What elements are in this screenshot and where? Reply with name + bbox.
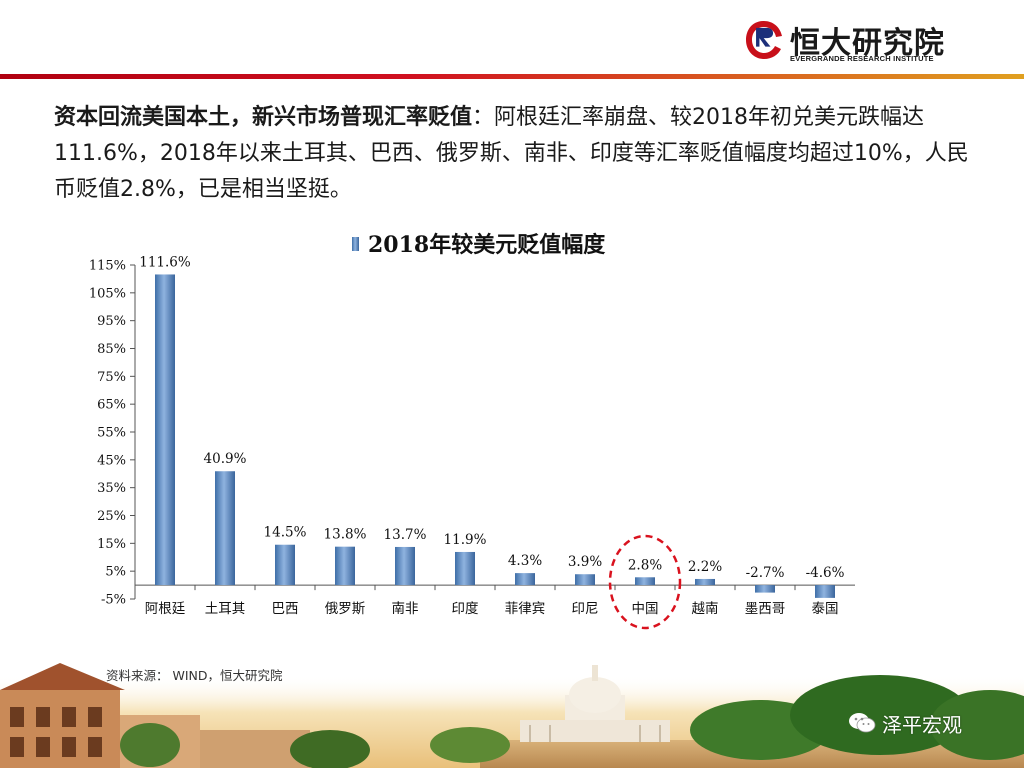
- bar-chart: -5% 5% 15% 25% 35% 45% 55% 65% 75% 85% 95% 105% 115%…: [89, 232, 855, 630]
- footer-scenery: [0, 663, 1024, 768]
- bar: [455, 551, 475, 586]
- data-label: 13.7%: [384, 527, 427, 543]
- bar: [275, 544, 295, 586]
- trees-illustration: [430, 675, 1024, 763]
- data-label: 2.2%: [688, 559, 722, 575]
- data-label: 11.9%: [444, 532, 487, 548]
- bar: [215, 471, 235, 586]
- headline-body: ：阿根廷汇率崩盘、较2018年初兑美元跌幅达111.6%，2018年以来土耳其、…: [54, 105, 969, 202]
- bar: [695, 578, 715, 586]
- capitol-illustration: [520, 665, 670, 742]
- header-divider: [0, 74, 1024, 79]
- category-label: 阿根廷: [145, 601, 186, 617]
- watermark: 泽平宏观: [848, 708, 962, 738]
- category-label: 越南: [692, 601, 719, 617]
- y-tick-label: 105%: [89, 286, 126, 301]
- data-label: 13.8%: [324, 527, 367, 543]
- evergrande-logo-icon: [746, 21, 782, 59]
- y-tick-label: -5%: [101, 593, 126, 608]
- data-label: 3.9%: [568, 554, 602, 570]
- villa-illustration: [0, 663, 370, 768]
- y-tick-label: 95%: [97, 314, 126, 329]
- data-label: 2.8%: [628, 557, 662, 573]
- source-note: 资料来源： WIND，恒大研究院: [106, 668, 283, 683]
- legend-swatch: [352, 237, 359, 251]
- category-label: 菲律宾: [505, 601, 546, 617]
- legend-label: 2018年较美元贬值幅度: [368, 232, 606, 258]
- y-tick-label: 25%: [97, 509, 126, 524]
- bar: [155, 274, 175, 586]
- category-label: 泰国: [812, 601, 839, 617]
- logo-subtitle: EVERGRANDE RESEARCH INSTITUTE: [790, 54, 934, 63]
- wechat-icon: [849, 713, 876, 733]
- bar: [515, 573, 535, 586]
- data-label: -2.7%: [746, 565, 785, 581]
- category-label: 土耳其: [205, 601, 246, 617]
- headline-bold: 资本回流美国本土，新兴市场普现汇率贬值: [54, 105, 473, 130]
- bar: [815, 585, 835, 598]
- category-label: 俄罗斯: [325, 601, 366, 617]
- highlight-circle: [608, 534, 682, 630]
- bar: [335, 546, 355, 586]
- y-tick-label: 5%: [105, 565, 126, 580]
- category-label: 巴西: [272, 601, 299, 617]
- data-label: 14.5%: [264, 525, 307, 541]
- data-label: 40.9%: [204, 451, 247, 467]
- data-label: -4.6%: [806, 565, 845, 581]
- data-label: 111.6%: [139, 254, 191, 270]
- y-tick-label: 45%: [97, 453, 126, 468]
- category-label: 南非: [392, 601, 419, 617]
- data-label: 4.3%: [508, 553, 542, 569]
- bar: [395, 546, 415, 586]
- y-tick-label: 115%: [89, 259, 126, 274]
- y-tick-label: 55%: [97, 426, 126, 441]
- category-label: 印度: [452, 601, 479, 617]
- watermark-text: 泽平宏观: [882, 712, 962, 737]
- y-tick-label: 75%: [97, 370, 126, 385]
- brand-logo: 恒大研究院 EVERGRANDE RESEARCH INSTITUTE: [742, 16, 945, 68]
- bar: [575, 574, 595, 586]
- y-tick-label: 65%: [97, 398, 126, 413]
- headline: 资本回流美国本土，新兴市场普现汇率贬值：阿根廷汇率崩盘、较2018年初兑美元跌幅…: [54, 100, 984, 208]
- category-label: 中国: [632, 601, 659, 617]
- y-tick-label: 15%: [97, 537, 126, 552]
- y-tick-label: 35%: [97, 481, 126, 496]
- category-label: 墨西哥: [745, 601, 786, 617]
- category-label: 印尼: [572, 601, 599, 617]
- bar: [755, 585, 775, 593]
- y-tick-label: 85%: [97, 342, 126, 357]
- logo-name: 恒大研究院: [790, 26, 945, 61]
- bar: [635, 577, 655, 586]
